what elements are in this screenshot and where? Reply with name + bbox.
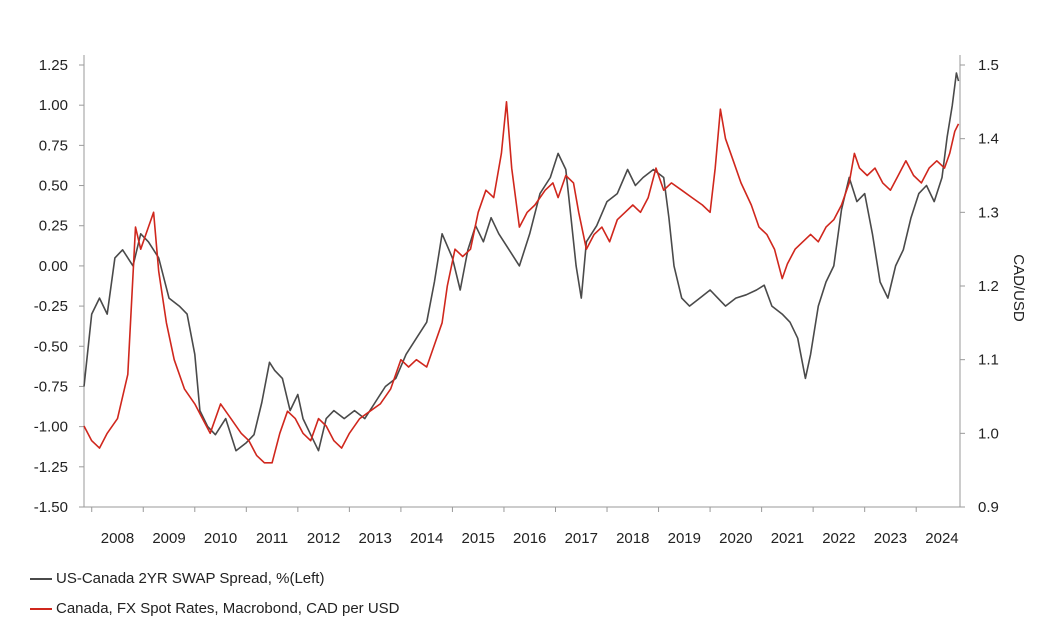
y-left-tick-label: -0.75: [34, 378, 68, 395]
x-tick-label: 2024: [925, 530, 958, 547]
y-left-tick-label: 0.00: [39, 258, 68, 275]
y-right-tick-label: 1.3: [978, 204, 999, 221]
x-tick-label: 2015: [462, 530, 495, 547]
x-tick-label: 2016: [513, 530, 546, 547]
x-tick-label: 2012: [307, 530, 340, 547]
x-tick-label: 2017: [565, 530, 598, 547]
legend-label-swap-spread: US-Canada 2YR SWAP Spread, %(Left): [56, 570, 325, 587]
y-left-tick-label: -1.25: [34, 459, 68, 476]
legend-item-cad-usd: Canada, FX Spot Rates, Macrobond, CAD pe…: [30, 600, 400, 617]
y-left-tick-label: 1.00: [39, 97, 68, 114]
x-tick-label: 2021: [771, 530, 804, 547]
legend-swatch-swap-spread: [30, 577, 52, 580]
x-tick-label: 2023: [874, 530, 907, 547]
y-left-tick-label: -0.25: [34, 298, 68, 315]
x-tick-label: 2011: [256, 530, 288, 547]
y-left-tick-label: 1.25: [39, 57, 68, 74]
y-left-tick-label: -0.50: [34, 338, 68, 355]
y-right-tick-label: 0.9: [978, 499, 999, 516]
series-line-swap-spread: [83, 72, 960, 452]
x-tick-label: 2010: [204, 530, 237, 547]
y-right-tick-label: 1.0: [978, 425, 999, 442]
legend-swatch-cad-usd: [30, 607, 52, 610]
y-right-tick-label: 1.2: [978, 278, 999, 295]
y-left-tick-label: 0.25: [39, 218, 68, 235]
x-tick-label: 2020: [719, 530, 752, 547]
y-left-tick-label: 0.50: [39, 178, 68, 195]
y-right-tick-label: 1.4: [978, 131, 999, 148]
y-right-tick-label: 1.5: [978, 57, 999, 74]
series-line-cad-usd: [83, 101, 960, 464]
x-tick-label: 2008: [101, 530, 134, 547]
y-left-tick-label: -1.00: [34, 419, 68, 436]
x-tick-label: 2018: [616, 530, 649, 547]
x-tick-label: 2014: [410, 530, 443, 547]
x-tick-label: 2022: [822, 530, 855, 547]
x-tick-label: 2013: [358, 530, 391, 547]
y-right-tick-label: 1.1: [978, 352, 999, 369]
y-left-tick-label: -1.50: [34, 499, 68, 516]
y-left-tick-label: 0.75: [39, 137, 68, 154]
x-tick-label: 2009: [152, 530, 185, 547]
legend-label-cad-usd: Canada, FX Spot Rates, Macrobond, CAD pe…: [56, 600, 400, 617]
x-tick-label: 2019: [668, 530, 701, 547]
legend-item-swap-spread: US-Canada 2YR SWAP Spread, %(Left): [30, 570, 324, 587]
right-axis-title: CAD/USD: [1010, 254, 1027, 322]
